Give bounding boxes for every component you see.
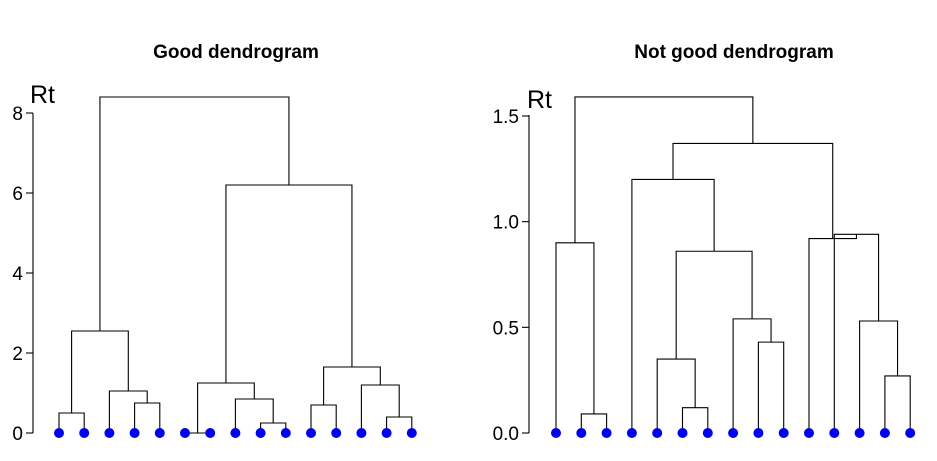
dendrogram-link — [757, 341, 785, 433]
y-tick-label: 0.0 — [493, 424, 519, 445]
dendrogram-link — [360, 384, 400, 433]
dendrogram-link — [197, 382, 255, 433]
leaf-node — [255, 428, 266, 438]
good-dendrogram-panel: Good dendrogram Rt 0 2 4 6 8 — [12, 42, 417, 445]
dendrogram-link — [631, 178, 715, 433]
dendrogram-link — [108, 390, 148, 433]
chart-title: Good dendrogram — [153, 42, 319, 63]
y-axis-label: Rt — [30, 81, 55, 109]
leaf-node — [331, 428, 342, 438]
leaf-node — [778, 428, 789, 438]
leaf-node — [54, 428, 64, 438]
y-axis-ticks: 0.0 0.5 1.0 1.5 — [493, 107, 529, 445]
y-tick-label: 8 — [12, 104, 23, 125]
leaf-node — [280, 428, 291, 438]
leaf-node — [804, 428, 814, 438]
leaf-node — [753, 428, 764, 438]
dendrogram-link — [656, 358, 696, 433]
leaf-node — [677, 428, 688, 438]
dendrogram-link — [234, 398, 274, 433]
dendrogram-link — [310, 404, 337, 433]
dendrogram-link — [833, 233, 880, 433]
dendrogram-link — [134, 402, 161, 433]
leaf-node — [905, 428, 916, 438]
leaf-node — [601, 428, 612, 438]
dendrogram-links — [58, 96, 413, 434]
dendrogram-link — [681, 407, 709, 433]
dendrogram-link — [884, 375, 911, 433]
y-tick-label: 0 — [12, 424, 23, 445]
leaf-node — [180, 428, 190, 438]
leaf-node — [879, 428, 890, 438]
leaf-node — [306, 428, 316, 438]
y-tick-label: 2 — [12, 344, 23, 365]
dendrogram-link — [859, 320, 899, 433]
y-tick-label: 6 — [12, 184, 23, 205]
leaf-node — [702, 428, 713, 438]
chart-title: Not good dendrogram — [634, 42, 833, 63]
y-tick-label: 4 — [12, 264, 23, 285]
leaf-node — [406, 428, 417, 438]
dendrogram-link — [555, 242, 595, 433]
y-axis-ticks: 0 2 4 6 8 — [12, 104, 33, 445]
leaf-node — [104, 428, 115, 438]
leaf-node — [154, 428, 165, 438]
leaf-node — [129, 428, 140, 438]
dendrogram-link — [323, 366, 381, 405]
leaf-node — [576, 428, 587, 438]
y-axis-label: Rt — [527, 86, 552, 114]
dendrogram-link — [808, 234, 857, 433]
leaf-node — [356, 428, 367, 438]
y-tick-label: 1.5 — [493, 107, 519, 128]
dendrogram-link — [99, 96, 290, 331]
dendrogram-link — [675, 250, 753, 360]
leaf-node — [79, 428, 90, 438]
dendrogram-link — [732, 318, 772, 433]
not-good-dendrogram-panel: Not good dendrogram Rt 0.0 0.5 1.0 1.5 — [493, 42, 916, 445]
leaf-node — [626, 428, 637, 438]
leaf-node — [230, 428, 241, 438]
dendrogram-link — [672, 142, 834, 239]
leaf-nodes — [551, 428, 916, 438]
dendrogram-link — [71, 330, 129, 413]
y-tick-label: 1.0 — [493, 213, 519, 234]
leaf-node — [551, 428, 561, 438]
leaf-node — [381, 428, 392, 438]
dendrogram-links — [555, 96, 911, 433]
leaf-node — [205, 428, 216, 438]
leaf-node — [652, 428, 663, 438]
dendrogram-link — [225, 184, 353, 383]
y-tick-label: 0.5 — [493, 318, 519, 339]
leaf-nodes — [54, 428, 417, 438]
leaf-node — [829, 428, 840, 438]
leaf-node — [728, 428, 739, 438]
dendrogram-link — [574, 96, 754, 243]
leaf-node — [854, 428, 865, 438]
